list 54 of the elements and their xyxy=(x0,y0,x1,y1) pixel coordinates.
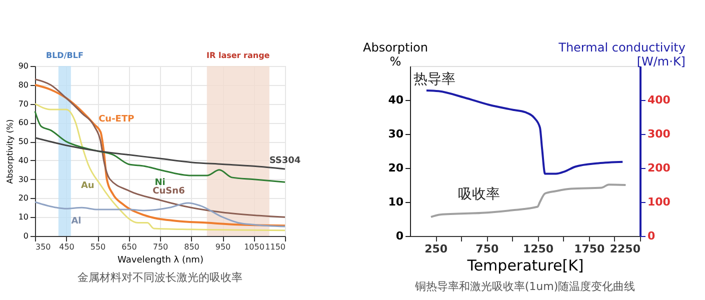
series-label: SS304 xyxy=(269,156,301,166)
x-tick-label: 550 xyxy=(90,242,106,252)
y-axis-title: Absorption % xyxy=(363,40,428,68)
x-tick-label: 750 xyxy=(476,242,499,256)
y-tick-label: 30 xyxy=(18,174,28,184)
x-tick-label: 2250 xyxy=(610,242,641,256)
y-tick-label: 20 xyxy=(18,194,28,203)
x-tick-label: 250 xyxy=(424,242,448,256)
y-tick-label: 10 xyxy=(388,196,404,208)
x-tick-label: 1250 xyxy=(522,242,554,256)
x-tick-label: 950 xyxy=(215,242,231,252)
series-label: Cu-ETP xyxy=(98,114,135,125)
band-label: IR laser range xyxy=(206,51,270,60)
x-tick-label: 1150 xyxy=(265,242,286,252)
text: 铜热导率和激光吸收率(1um)随温度变化曲线 xyxy=(414,280,636,293)
y-tick-label: 20 xyxy=(388,162,404,174)
series-label: CuSn6 xyxy=(152,186,185,197)
x-tick-label: 750 xyxy=(152,242,168,252)
x-tick-label: 350 xyxy=(36,242,51,252)
y-tick-label: 0 xyxy=(23,232,28,240)
x-tick-label: 450 xyxy=(59,242,74,252)
y-tick-label: 0 xyxy=(396,230,404,242)
line-series xyxy=(425,89,624,175)
series-label: Ni xyxy=(154,178,166,188)
x-tick-label: 1050 xyxy=(244,242,264,252)
y-axis-title: Absorptivity (%) xyxy=(5,119,14,184)
x-tick-label: 850 xyxy=(184,242,200,252)
y2-tick-label: 0 xyxy=(648,230,656,242)
line-series xyxy=(430,184,627,218)
y2-axis-title: Thermal conductivity [W/m·K] xyxy=(558,40,686,68)
x-axis-title: Wavelength λ (nm) xyxy=(118,256,204,266)
y-tick-label: 90 xyxy=(18,62,28,70)
y2-tick-label: 100 xyxy=(648,196,671,208)
y-tick-label: 70 xyxy=(18,99,28,108)
text: 金属材料对不同波长激光的吸收率 xyxy=(78,271,242,284)
series-label: 热导率 xyxy=(413,72,456,88)
y-tick-label: 60 xyxy=(18,118,28,128)
y-tick-label: 30 xyxy=(388,128,404,140)
y2-tick-label: 400 xyxy=(648,94,671,106)
band-label: BLD/BLF xyxy=(46,51,84,60)
series-label: 吸收率 xyxy=(458,186,500,203)
y-tick-label: 40 xyxy=(388,94,404,106)
x-tick-label: 650 xyxy=(122,242,137,252)
y2-tick-label: 300 xyxy=(648,128,671,140)
y-tick-label: 10 xyxy=(18,212,28,222)
x-axis-title: Temperature[K] xyxy=(466,256,584,274)
y-tick-label: 50 xyxy=(18,137,28,146)
series-label: Au xyxy=(80,181,94,191)
y2-tick-label: 200 xyxy=(648,162,671,174)
line-series xyxy=(34,201,286,228)
series-label: Al xyxy=(71,216,82,227)
y-tick-label: 80 xyxy=(18,80,28,90)
y-tick-label: 40 xyxy=(18,156,28,165)
x-tick-label: 1750 xyxy=(574,242,606,256)
